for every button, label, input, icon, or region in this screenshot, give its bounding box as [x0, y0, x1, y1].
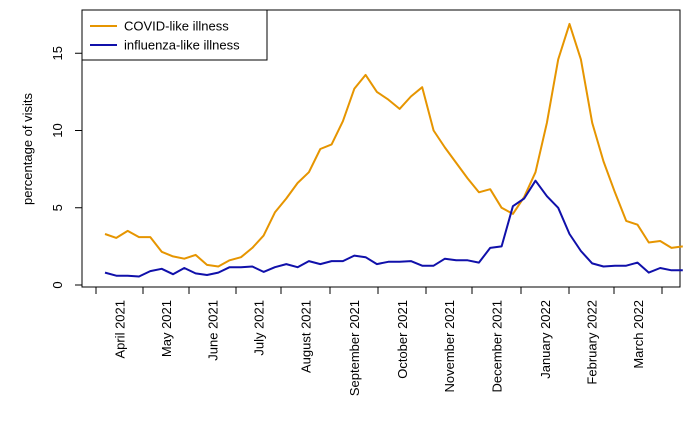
x-tick-label: July 2021	[252, 300, 267, 356]
x-tick-label: May 2021	[159, 300, 174, 357]
legend-box	[81, 9, 268, 61]
y-tick-label: 15	[50, 46, 65, 60]
x-tick-label: September 2021	[347, 300, 362, 396]
y-tick-label: 10	[50, 123, 65, 137]
y-tick-label: 5	[50, 204, 65, 211]
series-line-covid-like-illness	[104, 22, 683, 268]
y-tick-label: 0	[50, 281, 65, 288]
x-tick-label: February 2022	[585, 300, 600, 385]
x-tick-label: January 2022	[538, 300, 553, 379]
legend-label: COVID-like illness	[124, 19, 229, 34]
x-tick-label: October 2021	[395, 300, 410, 379]
x-tick-label: August 2021	[299, 300, 314, 373]
x-tick-label: June 2021	[206, 300, 221, 361]
x-tick-label: March 2022	[631, 300, 646, 369]
series-line-influenza-like-illness	[104, 179, 683, 278]
y-axis-label: percentage of visits	[20, 93, 35, 206]
x-tick-label: April 2021	[113, 300, 128, 359]
x-tick-label: November 2021	[442, 300, 457, 393]
legend-label: influenza-like illness	[124, 38, 240, 53]
x-tick-label: December 2021	[490, 300, 505, 393]
plot-frame	[81, 9, 681, 288]
